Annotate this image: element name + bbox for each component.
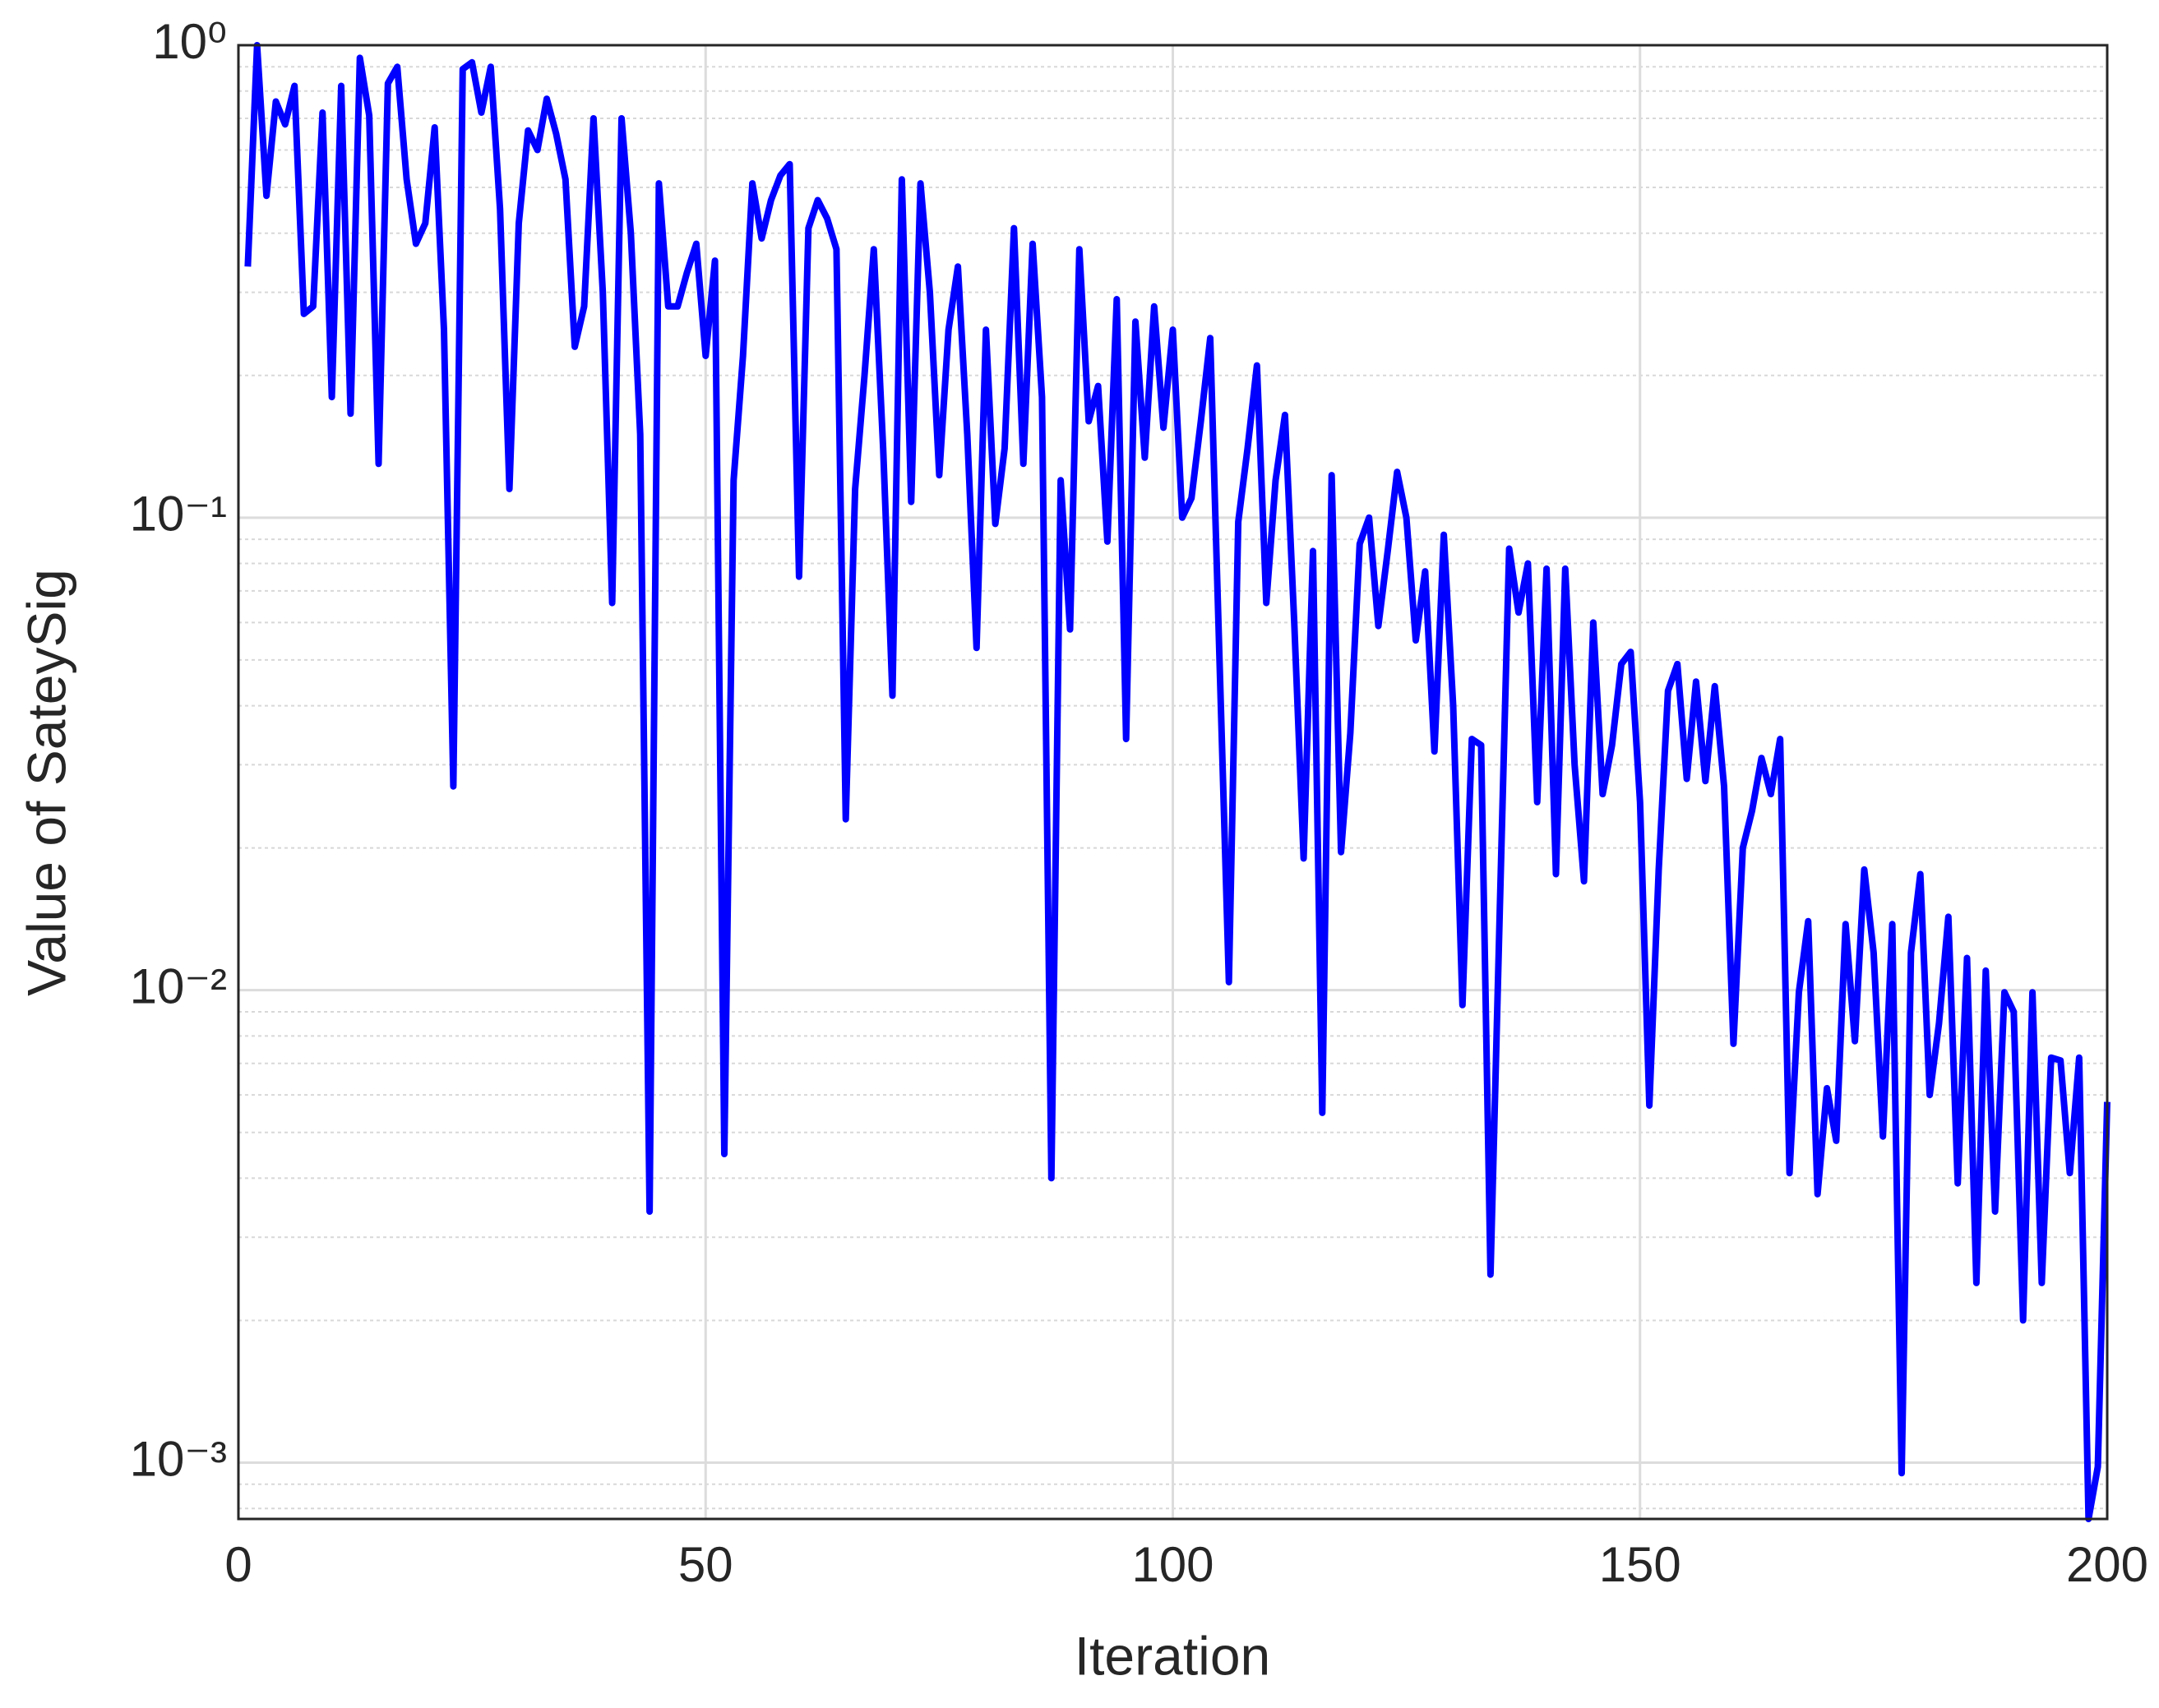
data-line: [244, 42, 2110, 1522]
x-tick-label: 200: [2066, 1537, 2148, 1592]
y-tick-label: 10⁻²: [130, 959, 227, 1014]
x-tick-label: 150: [1599, 1537, 1681, 1592]
y-tick-label: 10⁻¹: [130, 487, 227, 542]
x-tick-label: 100: [1131, 1537, 1214, 1592]
axes-box: [237, 44, 2109, 1521]
x-axis-label: Iteration: [1075, 1625, 1270, 1686]
x-tick-label: 50: [678, 1537, 733, 1592]
x-tick-label: 0: [224, 1537, 252, 1592]
y-axis-label: Value of SateySig: [16, 569, 76, 996]
y-tick-label: 10⁻³: [130, 1431, 227, 1486]
y-tick-label: 10⁰: [152, 14, 227, 69]
